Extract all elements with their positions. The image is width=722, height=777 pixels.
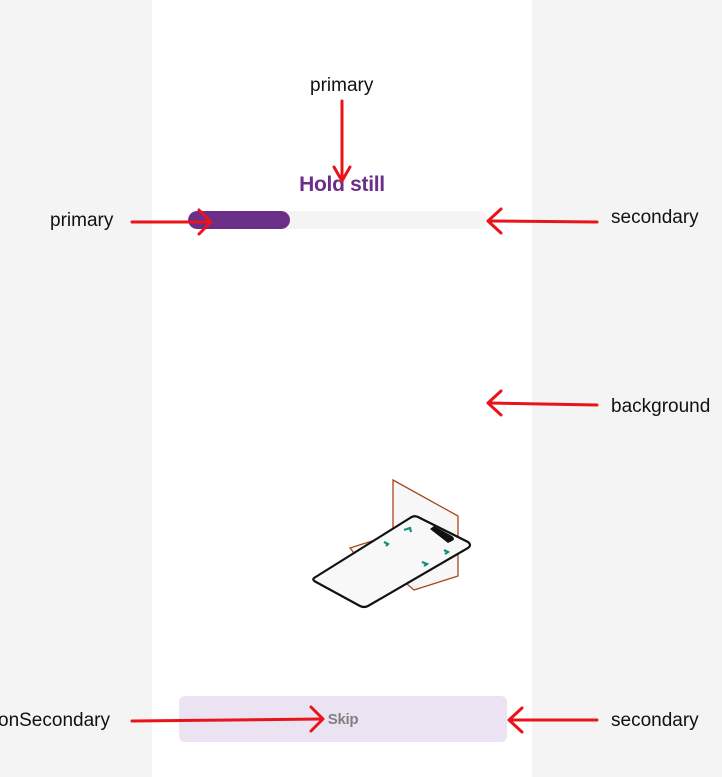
skip-button[interactable]: Skip [179,696,507,742]
annotation-label-right-skip: secondary [611,710,699,731]
screen-title: Hold still [299,173,385,196]
annotation-label-left-progress: primary [50,210,114,231]
phone-screen: Hold still Skip [152,0,532,777]
progress-bar-track [188,211,488,229]
annotation-label-background: background [611,396,711,417]
face-marker-4 [421,560,430,567]
phone-on-stand-illustration [312,478,472,609]
face-marker-2 [383,541,390,547]
annotation-label-right-progress: secondary [611,207,699,228]
annotation-label-left-skip: onSecondary [0,710,110,731]
phone-body [312,515,472,609]
annotation-label-top: primary [310,75,374,96]
progress-bar-fill [188,211,290,229]
face-marker-1 [403,526,413,533]
face-marker-3 [443,549,451,555]
phone-notch [430,526,454,543]
